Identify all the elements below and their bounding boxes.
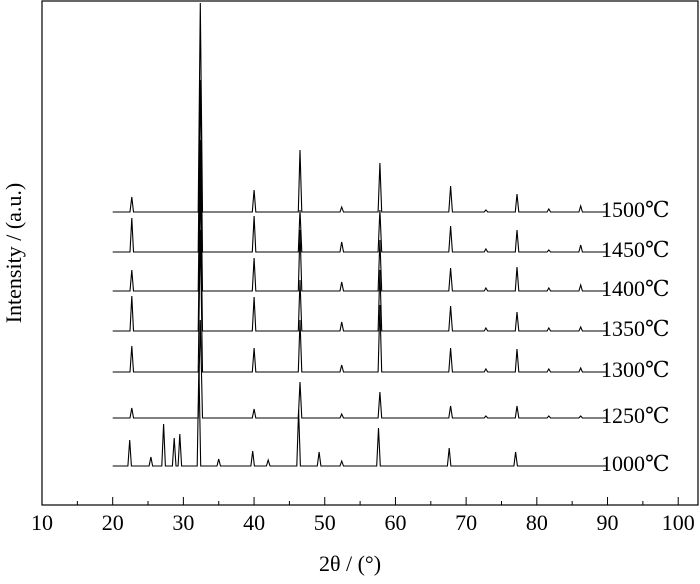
xrd-pattern bbox=[112, 229, 608, 373]
xrd-pattern bbox=[112, 139, 608, 292]
xrd-pattern bbox=[112, 2, 608, 213]
x-tick-label: 50 bbox=[314, 510, 336, 535]
x-tick-label: 40 bbox=[243, 510, 265, 535]
series-label: 1250℃ bbox=[601, 403, 670, 428]
y-axis-label: Intensity / (a.u.) bbox=[1, 183, 26, 324]
x-tick-label: 60 bbox=[384, 510, 406, 535]
series-label: 1350℃ bbox=[601, 316, 670, 341]
series-label: 1450℃ bbox=[601, 237, 670, 262]
x-tick-label: 100 bbox=[662, 510, 695, 535]
x-tick-label: 10 bbox=[31, 510, 53, 535]
plot-frame bbox=[41, 0, 699, 506]
series-label: 1000℃ bbox=[601, 451, 670, 476]
xrd-pattern bbox=[112, 79, 608, 253]
xrd-pattern bbox=[112, 179, 608, 332]
xrd-pattern bbox=[112, 319, 608, 419]
x-tick-label: 20 bbox=[102, 510, 124, 535]
series-label: 1400℃ bbox=[601, 276, 670, 301]
x-axis-label: 2θ / (°) bbox=[319, 551, 381, 576]
series-label: 1500℃ bbox=[601, 197, 670, 222]
x-tick-label: 30 bbox=[172, 510, 194, 535]
xrd-pattern bbox=[112, 364, 608, 467]
x-tick-label: 90 bbox=[597, 510, 619, 535]
series-label: 1300℃ bbox=[601, 357, 670, 382]
x-tick-label: 80 bbox=[526, 510, 548, 535]
x-tick-label: 70 bbox=[455, 510, 477, 535]
